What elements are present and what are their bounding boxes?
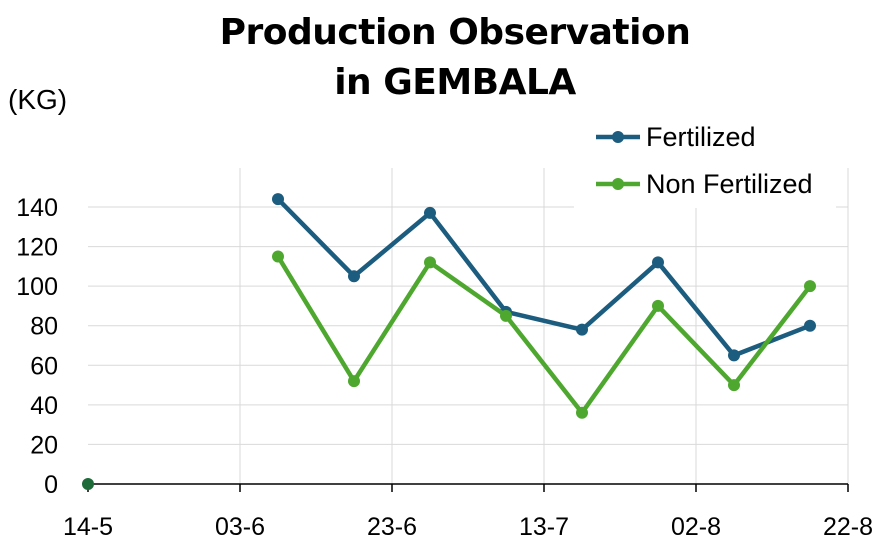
data-point-fertilized <box>348 270 360 283</box>
data-point-non-fertilized <box>500 309 512 322</box>
data-point-fertilized <box>576 323 588 336</box>
x-tick-label: 02-8 <box>671 513 721 541</box>
data-point-non-fertilized <box>272 250 284 263</box>
x-tick-label: 22-8 <box>823 513 873 541</box>
data-point-non-fertilized <box>804 280 816 293</box>
y-axis-unit-label: (KG) <box>8 84 68 115</box>
data-point-fertilized <box>652 256 664 269</box>
axes <box>87 483 849 492</box>
data-point-non-fertilized <box>424 256 436 269</box>
series-lines <box>82 193 816 490</box>
y-tick-label: 0 <box>44 471 58 499</box>
legend: Fertilized Non Fertilized <box>574 118 836 208</box>
data-point-fertilized <box>272 193 284 206</box>
data-point-fertilized <box>728 349 740 362</box>
data-point-origin <box>82 478 94 490</box>
chart-title-line1: Production Observation <box>219 12 691 53</box>
y-tick-label: 60 <box>30 352 58 380</box>
series-line-fertilized <box>276 197 811 359</box>
y-tick-label: 140 <box>16 194 58 222</box>
chart-title: Production Observation in GEMBALA <box>0 8 890 108</box>
gridlines <box>88 168 849 484</box>
legend-marker-fertilized <box>612 131 624 143</box>
data-point-non-fertilized <box>728 379 740 392</box>
y-tick-label: 120 <box>16 234 58 262</box>
legend-label-fertilized: Fertilized <box>646 122 756 152</box>
data-point-fertilized <box>804 319 816 332</box>
data-point-non-fertilized <box>348 375 360 388</box>
series-line-non-fertilized <box>276 255 812 417</box>
y-tick-label: 20 <box>30 431 58 459</box>
y-tick-label: 100 <box>16 273 58 301</box>
y-tick-labels: 0 20 40 60 80 100 120 140 <box>16 194 58 499</box>
x-tick-label: 13-7 <box>519 513 569 541</box>
y-tick-label: 40 <box>30 392 58 420</box>
x-tick-label: 14-5 <box>63 513 113 541</box>
x-tick-labels: 14-5 03-6 23-6 13-7 02-8 22-8 <box>63 513 873 541</box>
chart-title-line2: in GEMBALA <box>334 62 576 103</box>
y-tick-label: 80 <box>30 313 58 341</box>
legend-label-non-fertilized: Non Fertilized <box>646 169 813 199</box>
x-tick-label: 03-6 <box>215 513 265 541</box>
data-point-non-fertilized <box>576 406 588 419</box>
legend-marker-non-fertilized <box>612 178 624 190</box>
x-tick-label: 23-6 <box>367 513 417 541</box>
data-point-fertilized <box>424 206 436 219</box>
data-point-non-fertilized <box>652 299 664 312</box>
